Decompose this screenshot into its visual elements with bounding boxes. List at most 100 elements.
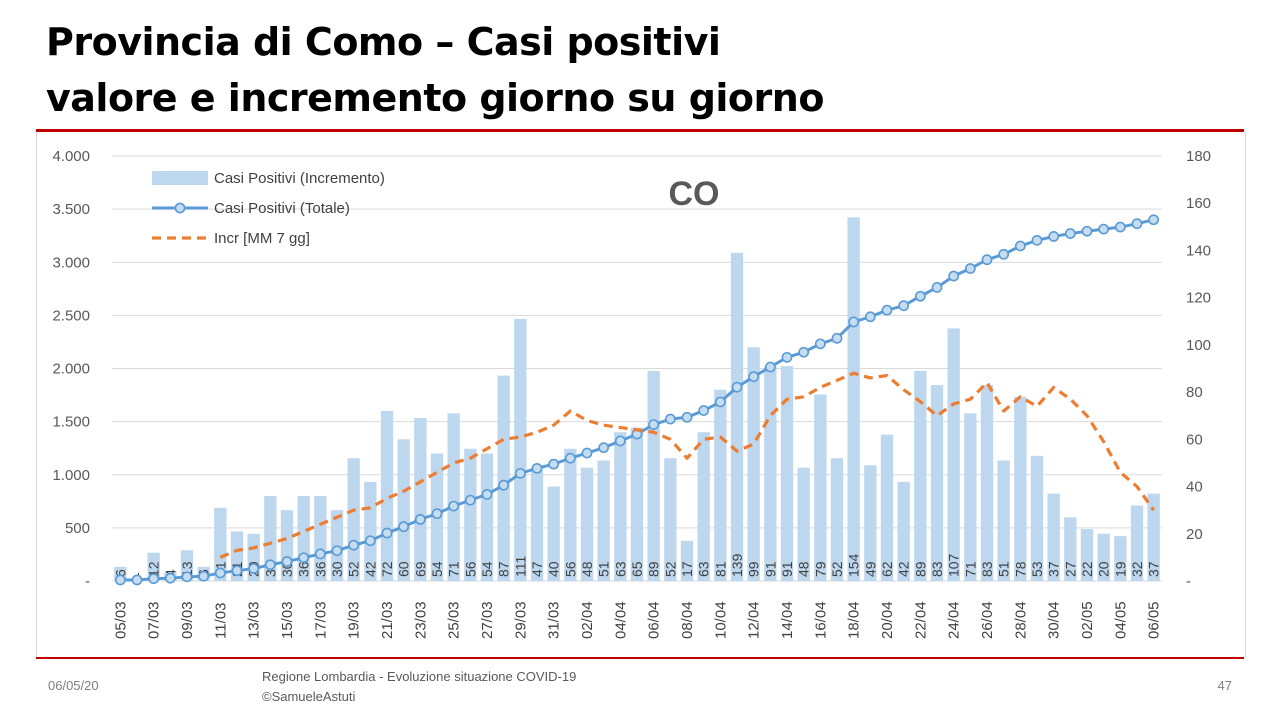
bar-data-label: 71 (446, 561, 462, 577)
x-tick-label: 04/04 (612, 601, 629, 639)
bar-data-label: 52 (662, 561, 678, 577)
x-tick-label: 27/03 (479, 601, 496, 639)
bar-data-label: 71 (962, 561, 978, 577)
bar (747, 347, 760, 581)
bar-data-label: 69 (412, 561, 428, 577)
totale-point (881, 304, 893, 316)
y-left-tick-label: - (85, 573, 90, 590)
footer-date: 06/05/20 (48, 678, 99, 693)
totale-point (914, 290, 926, 302)
totale-point (681, 411, 693, 423)
footer-author: ©SamueleAstuti (262, 689, 356, 704)
footer-source-line: Regione Lombardia - Evoluzione situazion… (262, 669, 577, 684)
y-right-tick-label: 40 (1186, 479, 1203, 496)
bar (1097, 533, 1110, 581)
totale-point (814, 338, 826, 350)
bar-data-label: 13 (179, 561, 195, 577)
x-tick-label: 16/04 (812, 601, 829, 639)
bar-data-label: 83 (929, 561, 945, 577)
x-tick-label: 06/05 (1146, 601, 1163, 639)
bar-data-label: 63 (612, 561, 628, 577)
x-tick-label: 06/04 (646, 601, 663, 639)
totale-point (598, 442, 610, 454)
bar-data-label: 65 (629, 561, 645, 577)
bar (647, 370, 660, 581)
bar (1130, 505, 1144, 581)
bar (1080, 529, 1094, 581)
bar-data-label: 51 (596, 561, 612, 577)
x-tick-label: 31/03 (546, 601, 563, 639)
totale-point (431, 508, 443, 520)
x-tick-label: 13/03 (246, 601, 263, 639)
x-tick-label: 04/05 (1112, 601, 1129, 639)
x-tick-label: 25/03 (446, 601, 463, 639)
totale-point (381, 527, 393, 539)
bar-data-label: 36 (296, 561, 312, 577)
totale-point (731, 381, 743, 393)
bar-data-label: 52 (829, 561, 845, 577)
bar (847, 217, 860, 581)
bar (930, 385, 944, 581)
bar (1030, 455, 1044, 581)
totale-point (464, 494, 476, 506)
x-tick-label: 22/04 (912, 601, 929, 639)
bar-data-label: 139 (729, 553, 745, 577)
totale-point (998, 248, 1010, 260)
y-right-tick-label: 140 (1186, 242, 1211, 259)
totale-point (514, 467, 526, 479)
chart-area: - 500 1.000 1.500 2.000 2.500 3.000 3.500 4.000 -… (36, 132, 1246, 657)
x-tick-label: 23/03 (412, 601, 429, 639)
y-right-tick-label: 120 (1186, 290, 1211, 307)
y-left-tick-label: 4.000 (52, 148, 90, 165)
totale-point (231, 565, 243, 577)
x-tick-label: 09/03 (179, 601, 196, 639)
bottom-red-rule (36, 657, 1244, 659)
bar-data-label: 53 (1029, 561, 1045, 577)
bar (480, 453, 494, 581)
bar (1064, 517, 1077, 581)
totale-point (564, 452, 576, 464)
totale-point (848, 316, 860, 328)
bar (397, 439, 410, 581)
totale-point (764, 361, 776, 373)
bar (980, 385, 994, 581)
totale-point (948, 270, 960, 282)
bar-data-label: 48 (796, 561, 812, 577)
totale-point (398, 521, 410, 533)
bar (1147, 493, 1160, 581)
x-tick-label: 24/04 (946, 601, 963, 639)
x-tick-label: 11/03 (212, 603, 229, 639)
bar-data-label: 19 (1112, 561, 1128, 577)
bar (530, 470, 544, 581)
bar (464, 448, 477, 581)
bar (630, 427, 644, 581)
totale-point (648, 419, 660, 430)
bar-data-label: 89 (912, 561, 928, 577)
totale-point (164, 572, 176, 584)
bar-data-label: 60 (396, 561, 412, 577)
bar (580, 467, 594, 581)
top-red-rule (36, 129, 1244, 132)
bar (947, 328, 960, 581)
bar-data-label: 79 (812, 561, 828, 577)
totale-point (198, 570, 210, 582)
x-tick-label: 12/04 (746, 601, 763, 639)
bar (447, 413, 460, 581)
bar (914, 370, 927, 581)
legend-label: Casi Positivi (Incremento) (214, 170, 385, 187)
title-line-1: Provincia di Como – Casi positivi (46, 20, 721, 64)
bar (797, 467, 810, 581)
y-right-tick-label: 100 (1186, 337, 1211, 354)
chart-annotation: CO (669, 175, 720, 213)
totale-point (1081, 225, 1093, 237)
bar (364, 481, 377, 581)
title-line-2: valore e incremento giorno su giorno (46, 76, 824, 120)
bar (564, 448, 577, 581)
totale-point (664, 413, 676, 425)
bar-data-label: 91 (762, 561, 778, 577)
totale-point (1048, 231, 1060, 242)
y-right-tick-label: 180 (1186, 148, 1211, 165)
bar-data-label: 91 (779, 561, 795, 577)
totale-point (714, 396, 726, 408)
page-number: 47 (1217, 678, 1232, 693)
